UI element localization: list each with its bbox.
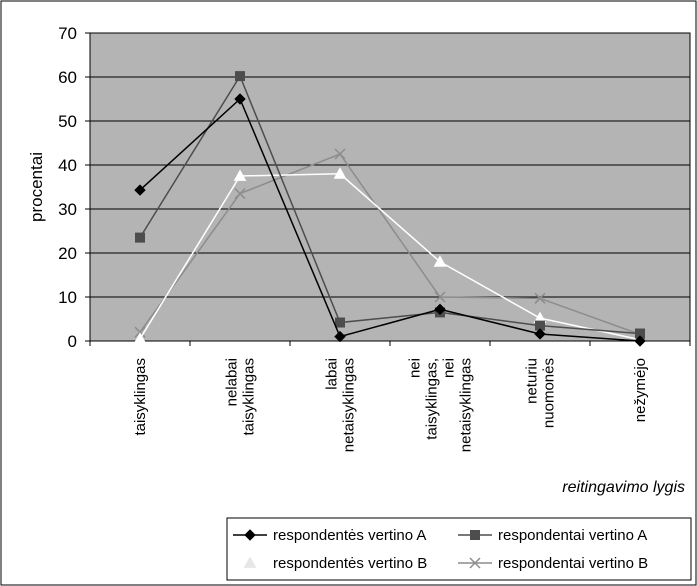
x-category-label-line: nežymėjo — [632, 358, 649, 422]
series-4 — [134, 148, 646, 340]
legend-marker — [469, 557, 481, 569]
marker-stroke — [234, 188, 246, 200]
y-tick-label: 70 — [58, 24, 77, 43]
x-category-label-line: nei — [407, 358, 424, 378]
legend-marker — [244, 529, 256, 541]
data-point — [433, 255, 447, 267]
plot-area — [89, 32, 691, 342]
x-category-label: labai netaisyklingas — [324, 358, 358, 452]
x-category-label: taisyklingas — [132, 358, 149, 436]
series-1 — [134, 93, 646, 347]
x-category-label-line: taisyklingas, — [424, 358, 441, 440]
x-category-label-line: taisyklingas — [132, 358, 149, 436]
data-point — [335, 317, 345, 328]
series-line — [139, 173, 641, 341]
x-category-label: nelabai taisyklingas — [224, 358, 258, 436]
data-point — [334, 330, 346, 343]
legend: respondentės vertino A respondentai verti… — [226, 517, 692, 581]
legend-item: respondentai vertino A — [458, 527, 647, 544]
x-category-label-line: neturiu — [524, 358, 541, 404]
data-point — [534, 292, 546, 304]
data-point — [235, 71, 245, 82]
legend-item: respondentės vertino B — [233, 555, 427, 572]
legend-label: respondentės vertino A — [273, 527, 426, 544]
y-tick-label: 20 — [58, 244, 77, 263]
y-tick-label: 60 — [58, 68, 77, 87]
marker-stroke — [469, 557, 481, 569]
y-tick-label: 50 — [58, 112, 77, 131]
data-point — [434, 291, 446, 303]
data-point — [133, 332, 147, 344]
data-point — [135, 232, 145, 243]
series-2 — [135, 71, 645, 339]
legend-item: respondentai vertino B — [458, 555, 648, 572]
data-point — [233, 169, 247, 181]
x-category-label: nei taisyklingas, nei netaisyklingas — [407, 358, 475, 452]
series-line — [139, 97, 641, 342]
x-category-label-line: labai — [324, 358, 341, 390]
y-tick-label: 10 — [58, 288, 77, 307]
legend-label: respondentai vertino A — [498, 527, 647, 544]
x-category-label: nežymėjo — [632, 358, 649, 422]
data-point — [534, 328, 546, 340]
data-point — [134, 184, 146, 196]
legend-label: respondentai vertino B — [498, 555, 648, 572]
series-3 — [133, 167, 647, 345]
y-tick-label: 30 — [58, 200, 77, 219]
data-point — [234, 93, 246, 105]
data-point — [134, 326, 146, 338]
data-point — [333, 167, 347, 179]
data-point — [634, 335, 646, 347]
x-axis-label: reitingavimo lygis — [562, 479, 685, 496]
x-category-label-line: netaisyklingas — [458, 358, 475, 452]
data-point — [334, 148, 346, 160]
x-category-label-line: nuomonės — [541, 358, 558, 428]
y-tick-label: 0 — [68, 332, 77, 351]
data-point — [434, 303, 446, 316]
x-category-label-line: netaisyklingas — [341, 358, 358, 452]
y-tick-label: 40 — [58, 156, 77, 175]
y-axis-label: procentai — [27, 152, 46, 222]
series-line — [139, 153, 641, 336]
data-point — [234, 188, 246, 200]
x-category-label-line: nei — [441, 358, 458, 378]
legend-box — [226, 517, 692, 581]
marker-stroke — [334, 148, 346, 160]
marker-stroke — [434, 291, 446, 303]
legend-marker — [470, 530, 480, 540]
marker-stroke — [534, 292, 546, 304]
legend-label: respondentės vertino B — [273, 555, 427, 572]
series-line — [139, 74, 641, 335]
x-category-label-line: nelabai — [224, 358, 241, 406]
x-category-label: neturiu nuomonės — [524, 358, 558, 428]
x-category-label-line: taisyklingas — [241, 358, 258, 436]
legend-item: respondentės vertino A — [233, 527, 426, 544]
legend-marker — [243, 556, 257, 568]
marker-stroke — [134, 326, 146, 338]
